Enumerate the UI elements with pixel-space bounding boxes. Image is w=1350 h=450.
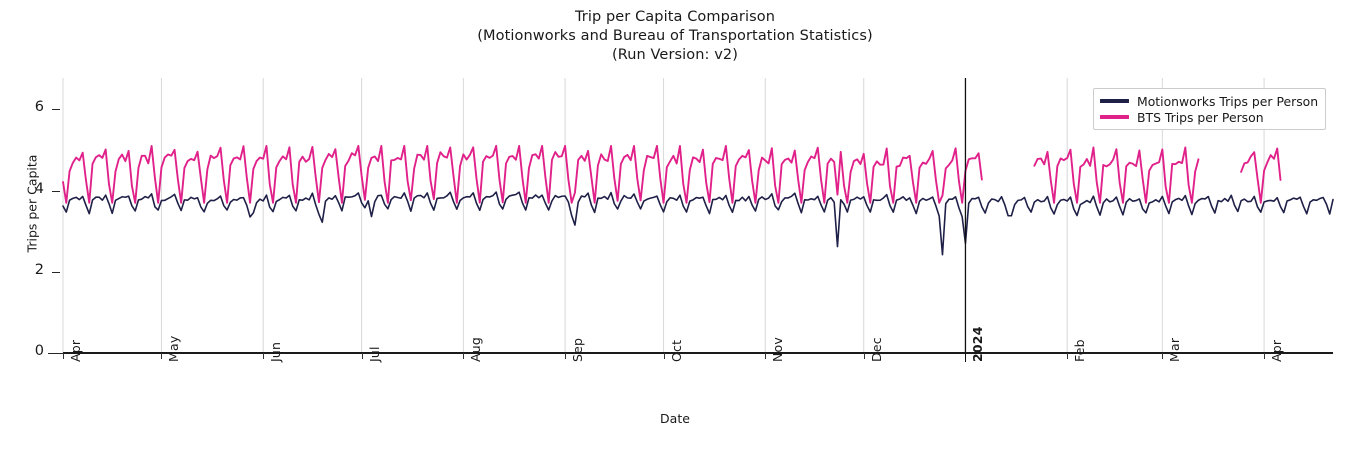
y-tick-label-2: 2 [34, 261, 44, 278]
chart-title-line-1: Trip per Capita Comparison [574, 9, 776, 25]
x-tick-mark-nov [765, 353, 767, 359]
x-tick-label-nov: Nov [770, 337, 786, 362]
x-tick-mark-oct [663, 353, 665, 359]
chart-title-line-3: (Run Version: v2) [611, 47, 739, 63]
x-tick-mark-feb [1067, 353, 1069, 359]
series-line-bts [62, 144, 983, 204]
y-tick-mark-6 [52, 109, 60, 111]
legend-swatch-icon [1100, 99, 1129, 103]
x-tick-mark-jun [263, 353, 265, 359]
y-axis-title: Trips per Capita [24, 154, 40, 253]
x-tick-label-mar: Mar [1167, 337, 1183, 362]
x-tick-label-jul: Jul [366, 346, 382, 362]
x-tick-label-dec: Dec [868, 337, 884, 362]
x-axis-line [63, 352, 1333, 354]
x-tick-label-2024: 2024 [970, 326, 986, 362]
gridlines [62, 78, 1265, 353]
legend-item-bts[interactable]: BTS Trips per Person [1100, 109, 1318, 125]
y-tick-mark-0 [48, 353, 63, 354]
x-tick-mark-apr [1264, 353, 1266, 359]
y-axis: 0 2 4 6 [0, 0, 63, 450]
x-tick-label-oct: Oct [668, 339, 684, 362]
y-tick-mark-4 [52, 190, 60, 192]
y-tick-label-4: 4 [34, 180, 44, 197]
series-line-bts-seg2 [1240, 147, 1282, 204]
legend-label: BTS Trips per Person [1137, 109, 1264, 125]
legend-label: Motionworks Trips per Person [1137, 93, 1319, 109]
y-tick-mark-2 [52, 271, 60, 273]
x-tick-mark-may [161, 353, 163, 359]
series-lines [62, 144, 1334, 256]
legend-item-motionworks[interactable]: Motionworks Trips per Person [1100, 93, 1318, 109]
chart-title-line-2: (Motionworks and Bureau of Transportatio… [477, 28, 873, 44]
y-tick-label-6: 6 [34, 99, 44, 116]
x-tick-label-sep: Sep [570, 337, 586, 362]
x-tick-label-apr: Apr [1269, 339, 1285, 362]
x-tick-label-may: May [166, 335, 182, 362]
chart-legend[interactable]: Motionworks Trips per Person BTS Trips pe… [1093, 88, 1327, 130]
x-tick-mark-dec [863, 353, 865, 359]
x-tick-mark-2024 [965, 353, 967, 362]
x-axis-title: Date [660, 411, 690, 426]
legend-swatch-icon [1100, 115, 1129, 119]
chart-title: Trip per Capita Comparison (Motionworks … [0, 8, 1350, 65]
x-tick-label-jun: Jun [268, 341, 284, 362]
x-tick-label-aug: Aug [468, 336, 484, 362]
x-tick-mark-aug [463, 353, 465, 359]
x-tick-mark-mar [1162, 353, 1164, 359]
x-tick-label-apr: Apr [68, 339, 83, 362]
series-line-motionworks [62, 191, 1334, 256]
x-tick-mark-jul [361, 353, 363, 359]
x-tick-label-feb: Feb [1072, 339, 1088, 362]
x-tick-mark-sep [565, 353, 567, 359]
y-tick-label-0: 0 [34, 343, 44, 359]
series-line-bts-seg1 [1033, 146, 1200, 204]
x-tick-mark-apr [63, 353, 64, 359]
